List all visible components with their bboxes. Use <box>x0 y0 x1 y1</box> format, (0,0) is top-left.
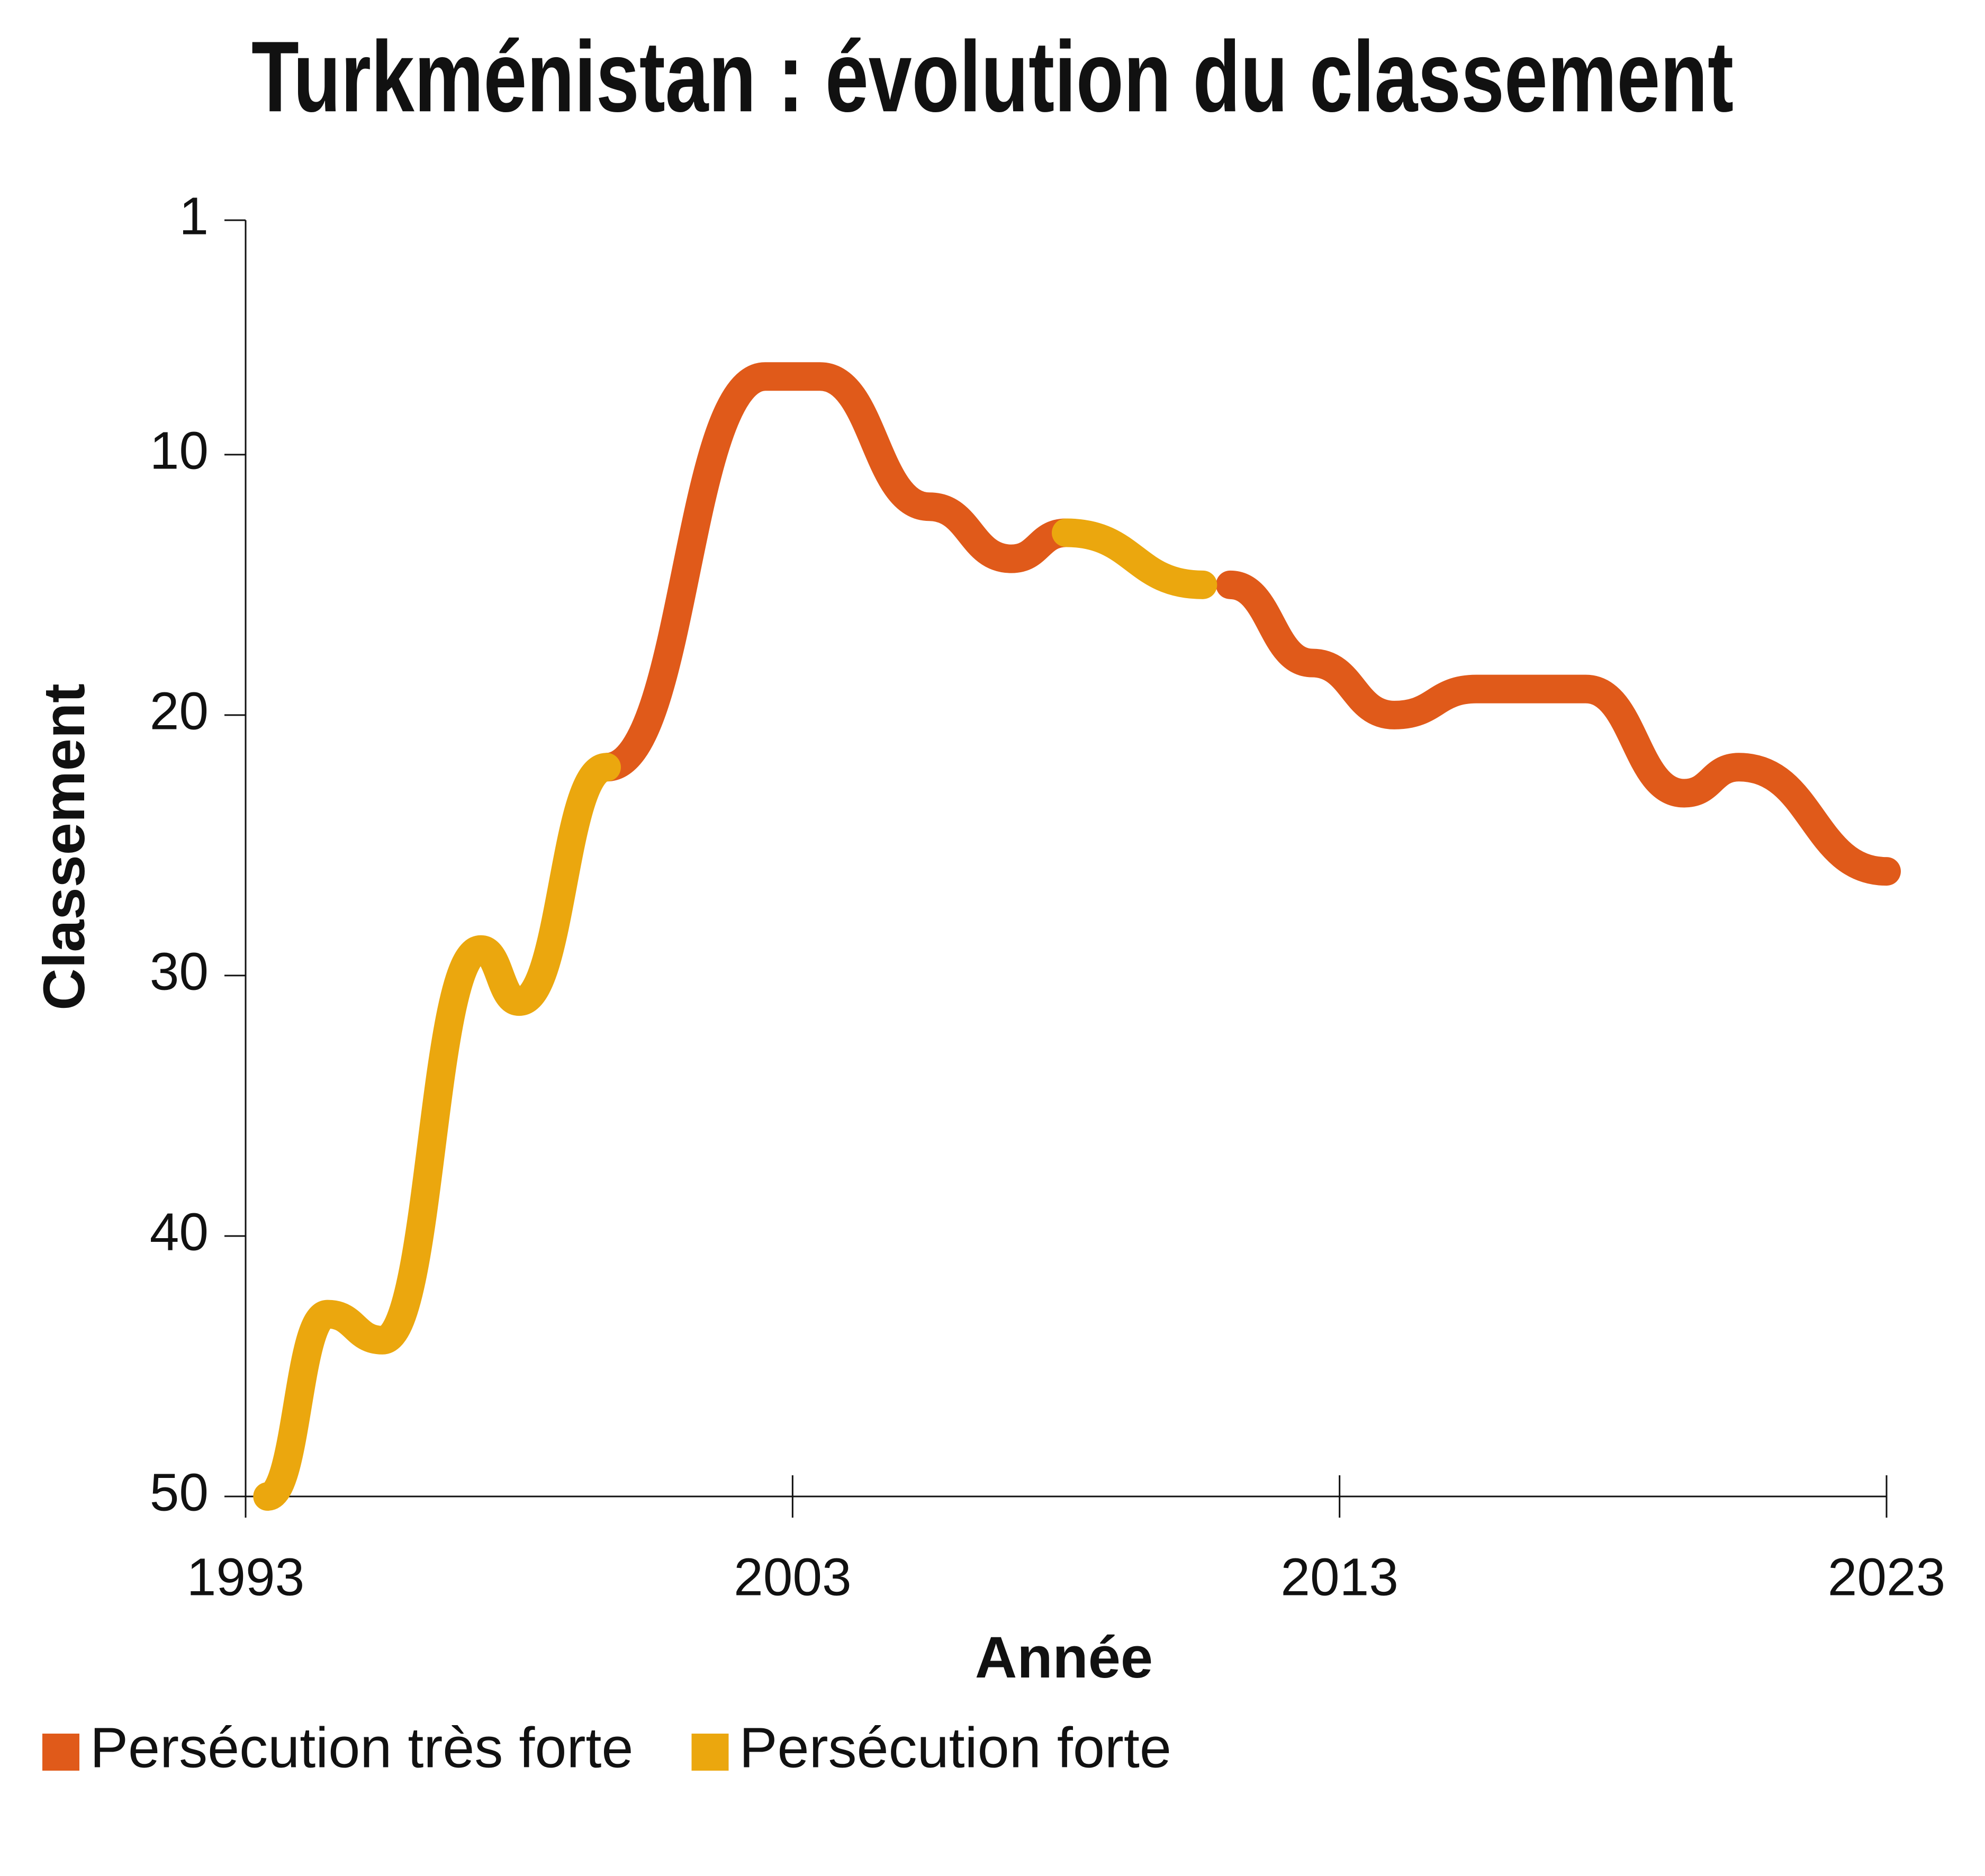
x-tick-label: 2003 <box>734 1547 851 1607</box>
chart-title: Turkménistan : évolution du classement <box>251 21 1734 133</box>
legend-label: Persécution forte <box>739 1716 1171 1780</box>
x-tick-label: 2023 <box>1828 1547 1945 1607</box>
legend-swatch <box>691 1734 729 1771</box>
y-tick-label: 1 <box>179 186 209 246</box>
y-tick-label: 30 <box>150 942 209 1001</box>
y-tick-label: 40 <box>150 1202 209 1261</box>
legend-label: Persécution très forte <box>90 1716 633 1780</box>
x-tick-label: 1993 <box>187 1547 304 1607</box>
y-axis-label: Classement <box>32 683 97 1011</box>
x-axis-label: Année <box>975 1625 1153 1690</box>
line-series <box>253 518 1217 1511</box>
line-series <box>592 362 1901 886</box>
y-tick-label: 20 <box>150 681 209 741</box>
y-tick-label: 10 <box>150 421 209 480</box>
y-tick-label: 50 <box>150 1463 209 1522</box>
legend-swatch <box>42 1734 79 1771</box>
x-tick-label: 2013 <box>1280 1547 1398 1607</box>
